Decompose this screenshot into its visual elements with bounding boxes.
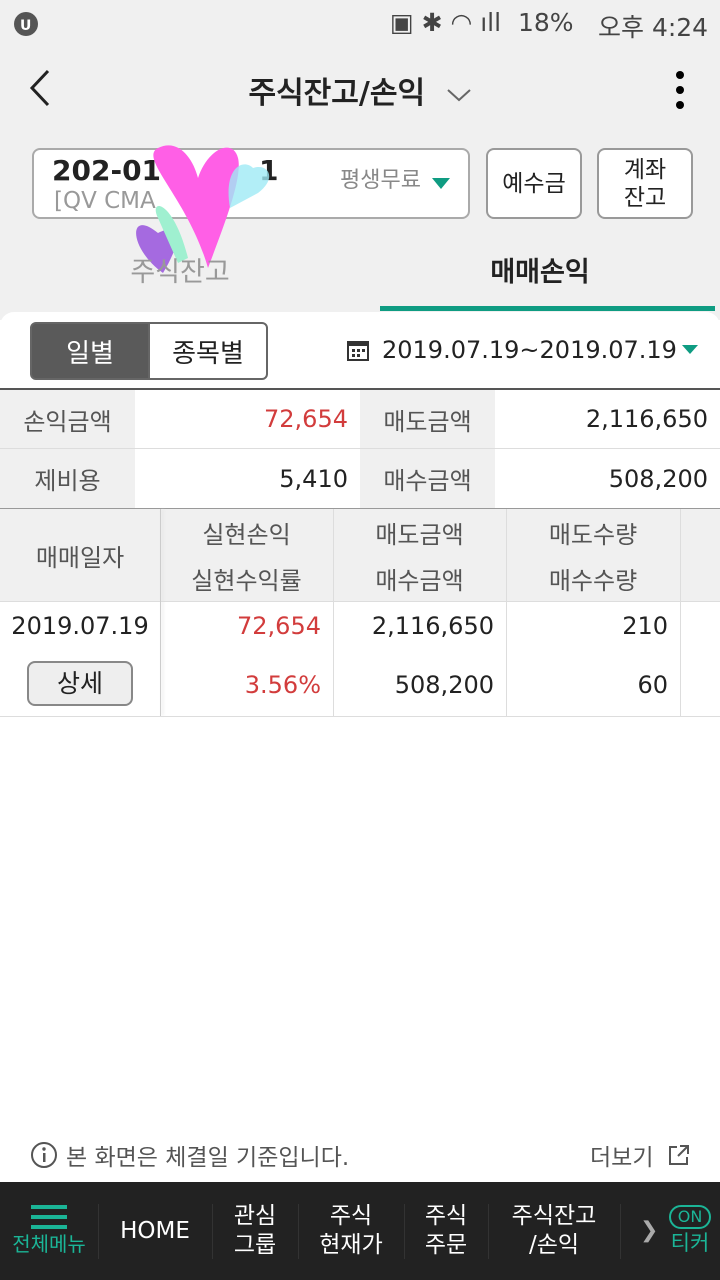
buy-amount-value: 508,200 bbox=[608, 464, 708, 493]
more-menu-icon[interactable] bbox=[672, 70, 688, 114]
more-text: 더보기 bbox=[590, 1145, 654, 1171]
page-title[interactable]: 주식잔고/손익 bbox=[0, 68, 720, 112]
info-icon bbox=[31, 1142, 57, 1168]
title-text: 주식잔고/손익 bbox=[248, 76, 426, 111]
date-range-picker[interactable]: 2019.07.19~2019.07.19 bbox=[346, 336, 677, 364]
battery-level: 18% bbox=[518, 8, 574, 37]
nav-label: 주식 bbox=[329, 1203, 373, 1229]
notice: 본 화면은 체결일 기준입니다. bbox=[30, 1138, 349, 1172]
nav-scroll-hint-icon[interactable]: ❯ bbox=[640, 1218, 659, 1243]
account-plan: 평생무료 bbox=[340, 168, 421, 193]
nav-label: 주식 bbox=[424, 1203, 468, 1229]
row-sell-qty: 210 bbox=[622, 612, 668, 640]
nav-balance-pl[interactable]: 주식잔고/손익 bbox=[488, 1182, 620, 1280]
nav-label: 현재가 bbox=[319, 1232, 383, 1258]
system-icons: ▣ ✱ ◠ ıll bbox=[390, 8, 502, 37]
buy-amount-label: 매수금액 bbox=[360, 449, 495, 508]
nav-label: 주식잔고 bbox=[511, 1203, 597, 1229]
svg-text:U: U bbox=[20, 18, 31, 34]
tab-stock-balance[interactable]: 주식잔고 bbox=[130, 257, 230, 288]
nav-label: 관심 bbox=[233, 1203, 277, 1229]
nav-label: 전체메뉴 bbox=[12, 1231, 86, 1256]
nav-label: 그룹 bbox=[233, 1232, 277, 1258]
nav-label: 티커 bbox=[670, 1230, 710, 1255]
nav-label: /손익 bbox=[528, 1232, 580, 1258]
segment-daily[interactable]: 일별 bbox=[30, 322, 150, 380]
dropdown-triangle-icon bbox=[432, 178, 450, 189]
account-number: 202-01 bbox=[52, 154, 162, 187]
row-date: 2019.07.19 bbox=[11, 612, 149, 640]
row-realized-pl: 72,654 bbox=[237, 612, 321, 640]
row-buy-qty: 60 bbox=[637, 671, 668, 699]
fee-value: 5,410 bbox=[279, 464, 348, 493]
notice-text: 본 화면은 체결일 기준입니다. bbox=[66, 1145, 350, 1171]
row-realized-rate: 3.56% bbox=[244, 671, 321, 699]
divider bbox=[0, 388, 720, 390]
calendar-icon bbox=[347, 341, 369, 361]
active-tab-indicator bbox=[380, 306, 715, 311]
header-sell-qty: 매도수량 bbox=[506, 509, 680, 555]
sell-amount-label: 매도금액 bbox=[360, 390, 495, 448]
more-link[interactable]: 더보기 bbox=[590, 1138, 691, 1172]
account-selector[interactable]: 202-01 1 [QV CMA 평생무료 bbox=[32, 148, 470, 219]
pl-label: 손익금액 bbox=[0, 390, 135, 448]
date-dropdown-icon[interactable] bbox=[682, 345, 698, 355]
label-line2: 잔고 bbox=[623, 184, 667, 211]
tab-trade-pl[interactable]: 매매손익 bbox=[490, 257, 590, 288]
hamburger-icon bbox=[31, 1204, 67, 1229]
nav-label: 주문 bbox=[424, 1232, 468, 1258]
carrier-icon: U bbox=[12, 10, 40, 44]
sell-amount-value: 2,116,650 bbox=[585, 405, 708, 433]
account-type: [QV CMA bbox=[54, 188, 156, 214]
ticker-toggle[interactable]: ON 티커 bbox=[662, 1182, 718, 1280]
header-buy-qty: 매수수량 bbox=[506, 555, 680, 601]
row-sell-amount: 2,116,650 bbox=[371, 612, 494, 640]
label-line1: 계좌 bbox=[623, 156, 667, 183]
nav-home[interactable]: HOME bbox=[120, 1217, 190, 1244]
fee-label: 제비용 bbox=[0, 449, 135, 508]
detail-button[interactable]: 상세 bbox=[27, 661, 133, 706]
nav-all-menu[interactable]: 전체메뉴 bbox=[0, 1182, 98, 1280]
header-realized-rate: 실현수익률 bbox=[160, 555, 333, 601]
clock: 오후 4:24 bbox=[598, 13, 709, 42]
heart-sticker-icon bbox=[136, 145, 270, 273]
header-date: 매매일자 bbox=[0, 509, 160, 601]
header-sell-amount: 매도금액 bbox=[333, 509, 506, 555]
pl-value: 72,654 bbox=[264, 405, 348, 433]
account-balance-button[interactable]: 계좌 잔고 bbox=[597, 148, 693, 219]
header-realized-pl: 실현손익 bbox=[160, 509, 333, 555]
back-button[interactable] bbox=[28, 68, 52, 112]
deposit-button[interactable]: 예수금 bbox=[486, 148, 582, 219]
ticker-on-badge: ON bbox=[668, 1204, 712, 1229]
header-buy-amount: 매수금액 bbox=[333, 555, 506, 601]
chevron-down-icon bbox=[446, 89, 471, 102]
row-buy-amount: 508,200 bbox=[394, 671, 494, 699]
segment-by-stock[interactable]: 종목별 bbox=[148, 322, 268, 380]
external-link-icon bbox=[669, 1145, 690, 1165]
deposit-label: 예수금 bbox=[502, 170, 566, 197]
detail-label: 상세 bbox=[56, 668, 103, 698]
date-range-text: 2019.07.19~2019.07.19 bbox=[382, 336, 677, 364]
